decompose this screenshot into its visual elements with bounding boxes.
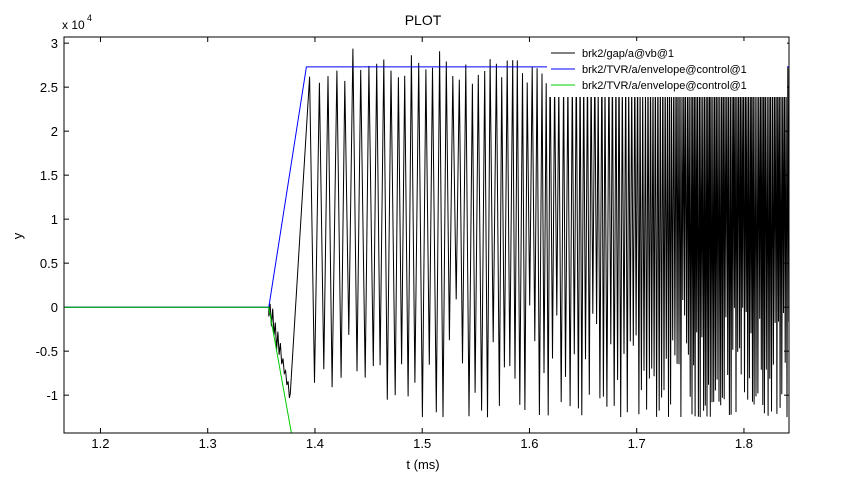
x-tick-label: 1.4 — [306, 436, 324, 451]
axes-frame — [63, 36, 790, 434]
y-axis-label: y — [10, 232, 25, 239]
y-tick-label: 2.5 — [40, 80, 58, 95]
y-axis-multiplier: x 10 4 — [62, 13, 92, 32]
x-tick-label: 1.6 — [520, 436, 538, 451]
series-line-envelope-green — [64, 306, 292, 433]
y-multiplier-exponent: 4 — [87, 13, 92, 23]
x-tick-label: 1.2 — [91, 436, 109, 451]
series-line-vb — [64, 48, 789, 418]
x-tick-labels: 1.2 1.3 1.4 1.5 1.6 1.7 1.8 — [91, 436, 753, 451]
y-tick-label: -1 — [46, 388, 58, 403]
legend: brk2/gap/a@vb@1 brk2/TVR/a/envelope@contr… — [547, 41, 787, 97]
chart-title: PLOT — [405, 12, 442, 28]
x-tick-label: 1.8 — [735, 436, 753, 451]
y-tick-label: 1 — [51, 212, 58, 227]
y-tick-label: 1.5 — [40, 168, 58, 183]
y-tick-label: -0.5 — [36, 344, 58, 359]
x-tick-label: 1.5 — [413, 436, 431, 451]
legend-box — [547, 41, 787, 97]
legend-entry: brk2/gap/a@vb@1 — [582, 48, 674, 60]
legend-entry: brk2/TVR/a/envelope@control@1 — [582, 80, 747, 92]
y-tick-label: 0 — [51, 300, 58, 315]
y-tick-label: 2 — [51, 124, 58, 139]
y-tick-label: 0.5 — [40, 256, 58, 271]
x-tick-label: 1.7 — [628, 436, 646, 451]
y-tick-label: 3 — [51, 36, 58, 51]
y-tick-labels: -1 -0.5 0 0.5 1 1.5 2 2.5 3 — [36, 36, 58, 403]
x-axis-label: t (ms) — [406, 457, 439, 472]
x-tick-label: 1.3 — [199, 436, 217, 451]
legend-entry: brk2/TVR/a/envelope@control@1 — [582, 64, 747, 76]
y-multiplier-base: x 10 — [62, 18, 85, 32]
